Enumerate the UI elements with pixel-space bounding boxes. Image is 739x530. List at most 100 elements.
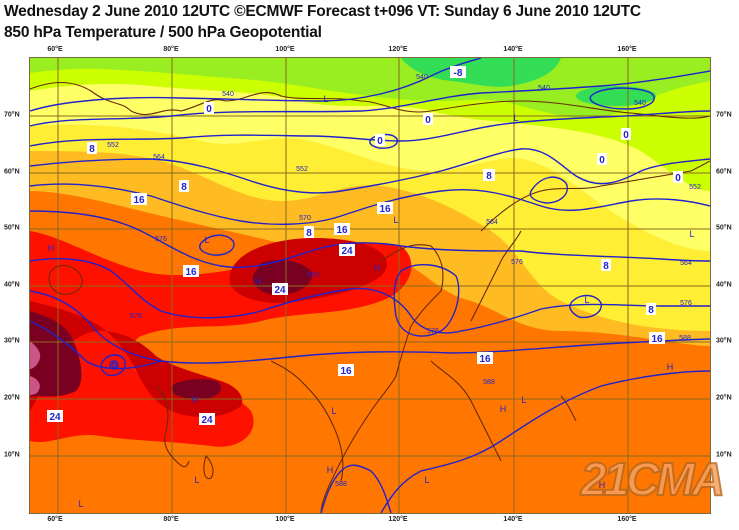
lat-label-left-20: 20°N: [4, 394, 20, 402]
lat-label-right-20: 20°N: [716, 394, 732, 402]
geopotential-label: 552: [689, 184, 701, 191]
high-pressure-marker: H: [48, 243, 55, 253]
lat-label-left-60: 60°N: [4, 168, 20, 176]
temperature-label-box: [87, 142, 97, 154]
temperature-label-box: [450, 66, 466, 78]
chart-subtitle: 850 hPa Temperature / 500 hPa Geopotenti…: [4, 24, 322, 41]
geopotential-label: 576: [511, 259, 523, 266]
temperature-label: 16: [340, 366, 352, 377]
geopotential-label: 576: [155, 236, 167, 243]
lon-label-bottom-80: 80°E: [163, 516, 179, 523]
temperature-label: 8: [181, 182, 187, 193]
temperature-label: 0: [206, 104, 212, 115]
lat-label-left-40: 40°N: [4, 281, 20, 289]
temperature-label-box: [377, 202, 393, 214]
lon-label-bottom-140: 140°E: [503, 516, 523, 523]
lon-label-bottom-60: 60°E: [47, 516, 63, 523]
lon-label-top-60: 60°E: [47, 46, 63, 53]
high-pressure-marker: H: [667, 362, 674, 372]
temp-cold-pool: [576, 86, 656, 106]
high-pressure-marker: H: [599, 480, 606, 490]
geopotential-label: 552: [107, 142, 119, 149]
temperature-label-box: [339, 244, 355, 256]
temperature-label: 0: [599, 155, 605, 166]
high-pressure-marker: H: [327, 465, 334, 475]
temperature-label-box: [673, 171, 683, 183]
temperature-label: 24: [201, 415, 213, 426]
temperature-label-box: [484, 169, 494, 181]
temperature-label: 8: [89, 144, 95, 155]
geopotential-label: 576: [680, 300, 692, 307]
map-canvas: -8000000888888881616161616161624242424 5…: [30, 58, 710, 513]
temperature-label-box: [199, 413, 215, 425]
lon-label-bottom-120: 120°E: [388, 516, 408, 523]
geopotential-label: 570: [299, 215, 311, 222]
temperature-label-box: [304, 226, 314, 238]
temperature-label-box: [131, 193, 147, 205]
geopotential-contours: [30, 58, 710, 513]
geopotential-label: 540: [538, 85, 550, 92]
temp-band-above-32: [30, 341, 41, 369]
geopotential-label: 552: [296, 166, 308, 173]
temperature-label: 0: [675, 173, 681, 184]
temperature-label: 0: [377, 136, 383, 147]
lon-label-top-100: 100°E: [275, 46, 295, 53]
pressure-centers: L L L L L L L L L L L H H H H H H H H: [48, 94, 695, 509]
temperature-label: 16: [336, 225, 348, 236]
temperature-label: 0: [623, 130, 629, 141]
lat-label-left-10: 10°N: [4, 451, 20, 459]
low-pressure-marker: L: [194, 475, 199, 485]
geopotential-label: 540: [416, 74, 428, 81]
temperature-label-box: [183, 265, 199, 277]
low-pressure-marker: L: [331, 406, 336, 416]
lat-label-left-50: 50°N: [4, 224, 20, 232]
temperature-label: 16: [379, 204, 391, 215]
lat-label-left-30: 30°N: [4, 337, 20, 345]
temperature-label-box: [646, 303, 656, 315]
temp-band-28-32-india: [171, 378, 222, 400]
geopotential-label: 564: [486, 219, 498, 226]
lon-label-top-140: 140°E: [503, 46, 523, 53]
temperature-label: 24: [49, 412, 61, 423]
temperature-label-box: [375, 134, 385, 146]
temperature-label-box: [47, 410, 63, 422]
high-pressure-marker: H: [192, 395, 199, 405]
geopotential-labels: 540 540 540 540 552 552 552 564 564 564 570 576 576 5…: [107, 74, 701, 488]
low-pressure-marker: L: [521, 395, 526, 405]
temperature-label-box: [477, 352, 493, 364]
temperature-label-box: [334, 223, 350, 235]
low-pressure-marker: L: [393, 215, 398, 225]
high-pressure-marker: H: [374, 263, 381, 273]
low-pressure-marker: L: [78, 499, 83, 509]
high-pressure-marker: H: [255, 277, 262, 287]
lon-label-bottom-100: 100°E: [275, 516, 295, 523]
temperature-label-box: [601, 259, 611, 271]
temp-band-above-32-b: [30, 376, 40, 395]
lat-label-left-70: 70°N: [4, 111, 20, 119]
temperature-label-box: [338, 364, 354, 376]
temperature-label: 16: [651, 334, 663, 345]
watermark-logo: 21CMA: [580, 452, 726, 506]
temperature-label: 24: [274, 285, 286, 296]
temperature-label: 8: [648, 305, 654, 316]
graticule: [30, 58, 710, 513]
geopotential-label: 564: [680, 260, 692, 267]
temperature-label: 8: [306, 228, 312, 239]
low-pressure-marker: L: [424, 475, 429, 485]
forecast-map: -8000000888888881616161616161624242424 5…: [29, 57, 711, 514]
temperature-label: 16: [479, 354, 491, 365]
lat-label-right-50: 50°N: [716, 224, 732, 232]
temperature-label-box: [597, 153, 607, 165]
geopotential-label: 564: [153, 154, 165, 161]
geopotential-label: 540: [634, 100, 646, 107]
temp-band-below-minus4: [401, 58, 561, 87]
lon-label-bottom-160: 160°E: [617, 516, 637, 523]
low-pressure-marker: L: [513, 113, 518, 123]
high-pressure-marker: H: [500, 404, 507, 414]
temperature-label-box: [423, 113, 433, 125]
temperature-labels: -8000000888888881616161616161624242424: [47, 66, 683, 426]
temperature-label-box: [649, 332, 665, 344]
temperature-label-box: [204, 102, 214, 114]
low-pressure-marker: L: [584, 295, 589, 305]
lat-label-right-40: 40°N: [716, 281, 732, 289]
